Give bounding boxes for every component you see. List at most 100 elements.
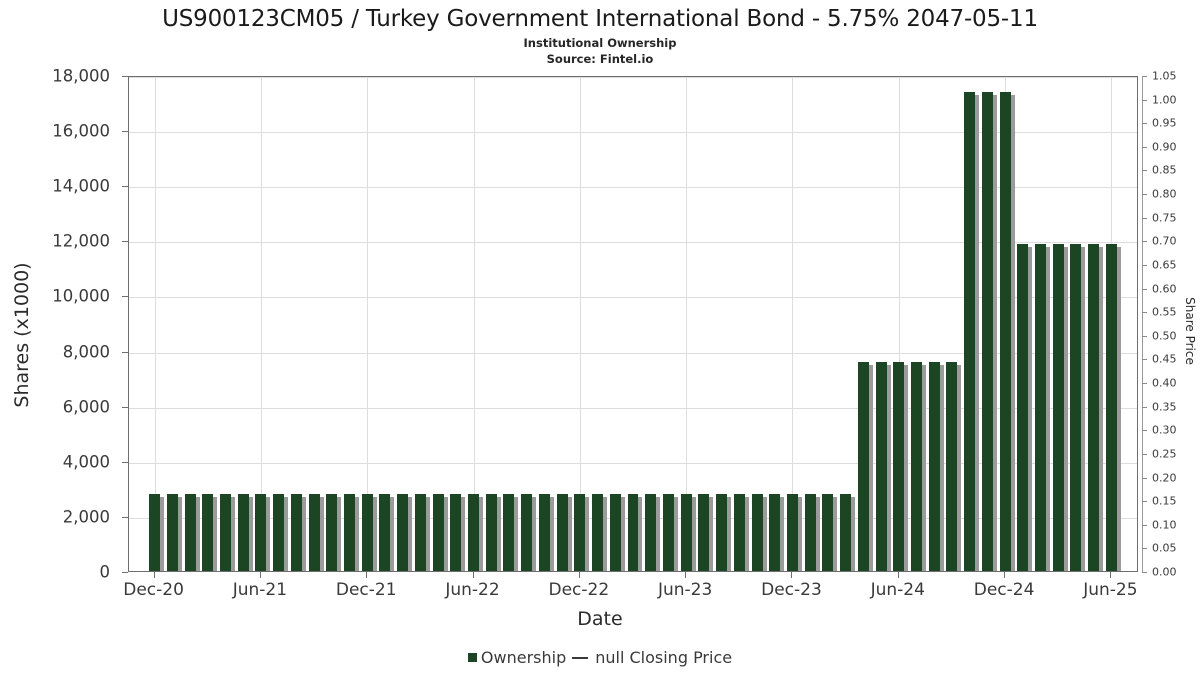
bar[interactable] (468, 493, 484, 571)
bar[interactable] (893, 361, 909, 571)
bar[interactable] (804, 493, 820, 571)
bar-shadow (177, 496, 182, 571)
bar[interactable] (609, 493, 625, 571)
bar[interactable] (1017, 243, 1033, 571)
bar[interactable] (556, 493, 572, 571)
y-axis-right-tick-label: 0.00 (1152, 565, 1177, 579)
gridline-horizontal (129, 187, 1137, 188)
bar[interactable] (857, 361, 873, 571)
bar[interactable] (964, 91, 980, 571)
bar[interactable] (1070, 243, 1086, 571)
x-axis-tick-label: Jun-25 (1083, 580, 1138, 600)
bar[interactable] (308, 493, 324, 571)
bar[interactable] (1035, 243, 1051, 571)
y-axis-left-tickmark (122, 516, 128, 518)
bar-shadow (354, 496, 359, 571)
x-axis-tick-label: Dec-20 (123, 580, 184, 600)
bar[interactable] (840, 493, 856, 571)
x-axis-tick-label: Dec-23 (761, 580, 822, 600)
y-axis-left-tickmark (122, 461, 128, 463)
bar-shadow (673, 496, 678, 571)
bar[interactable] (521, 493, 537, 571)
bar[interactable] (450, 493, 466, 571)
y-axis-right-tickmark (1142, 524, 1147, 526)
chart-subtitle: Institutional Ownership (523, 36, 677, 50)
bar[interactable] (343, 493, 359, 571)
bar[interactable] (202, 493, 218, 571)
bar[interactable] (822, 493, 838, 571)
bar[interactable] (397, 493, 413, 571)
bar[interactable] (219, 493, 235, 571)
y-axis-right-tick-label: 0.35 (1152, 400, 1177, 414)
y-axis-right-tick-label: 0.65 (1152, 258, 1177, 272)
x-axis-tickmark (366, 572, 368, 578)
legend-item[interactable]: Ownership (467, 648, 566, 667)
y-axis-right-tickmark (1142, 264, 1147, 266)
bar[interactable] (1105, 243, 1121, 571)
gridline-vertical (155, 77, 156, 571)
gridline-vertical (474, 77, 475, 571)
bar[interactable] (432, 493, 448, 571)
bar[interactable] (698, 493, 714, 571)
bar-shadow (425, 496, 430, 571)
bar[interactable] (184, 493, 200, 571)
bar[interactable] (326, 493, 342, 571)
bar-shadow (408, 496, 413, 571)
bar[interactable] (485, 493, 501, 571)
bar[interactable] (503, 493, 519, 571)
y-axis-right-tickmark (1142, 383, 1147, 385)
bar[interactable] (255, 493, 271, 571)
bar-shadow (833, 496, 838, 571)
bar[interactable] (290, 493, 306, 571)
gridline-vertical (261, 77, 262, 571)
bar[interactable] (875, 361, 891, 571)
bar[interactable] (946, 361, 962, 571)
legend-item[interactable]: null Closing Price (566, 648, 732, 667)
bar[interactable] (999, 91, 1015, 571)
bar[interactable] (716, 493, 732, 571)
bar[interactable] (237, 493, 253, 571)
bar[interactable] (911, 361, 926, 571)
y-axis-right-title: Share Price (1183, 297, 1197, 365)
x-axis-tick-label: Jun-23 (657, 580, 713, 600)
x-axis-tickmark (791, 572, 793, 578)
bar[interactable] (928, 361, 944, 571)
bar-shadow (567, 496, 572, 571)
x-axis-tickmark (685, 572, 687, 578)
chart-source: Source: Fintel.io (546, 52, 654, 66)
bar[interactable] (662, 493, 678, 571)
bar[interactable] (361, 493, 377, 571)
bar[interactable] (1052, 243, 1068, 571)
bar[interactable] (645, 493, 661, 571)
bar[interactable] (751, 493, 767, 571)
bar[interactable] (273, 493, 289, 571)
y-axis-right-tick-label: 0.45 (1152, 352, 1177, 366)
y-axis-right-tickmark (1142, 548, 1147, 550)
chart-title: US900123CM05 / Turkey Government Interna… (162, 6, 1038, 32)
bar[interactable] (574, 493, 590, 571)
bar[interactable] (981, 91, 997, 571)
bar[interactable] (680, 493, 696, 571)
y-axis-left-tickmark (122, 351, 128, 353)
bar[interactable] (786, 493, 802, 571)
bar[interactable] (627, 493, 643, 571)
bar[interactable] (769, 493, 785, 571)
bar-shadow (372, 496, 377, 571)
bar[interactable] (414, 493, 430, 571)
bar-shadow (301, 496, 306, 571)
y-axis-right-tickmark (1142, 194, 1147, 196)
bar[interactable] (733, 493, 749, 571)
y-axis-right-tickmark (1142, 406, 1147, 408)
bar[interactable] (592, 493, 608, 571)
bar[interactable] (1088, 243, 1104, 571)
bar[interactable] (166, 493, 182, 571)
bar-shadow (390, 496, 395, 571)
y-axis-right-tickmark (1142, 241, 1147, 243)
bar-shadow (1010, 94, 1015, 571)
bar[interactable] (538, 493, 554, 571)
gridline-horizontal (129, 132, 1137, 133)
bar[interactable] (379, 493, 395, 571)
y-axis-right-tick-label: 0.85 (1152, 163, 1177, 177)
bar[interactable] (149, 493, 165, 571)
bar-shadow (284, 496, 289, 571)
